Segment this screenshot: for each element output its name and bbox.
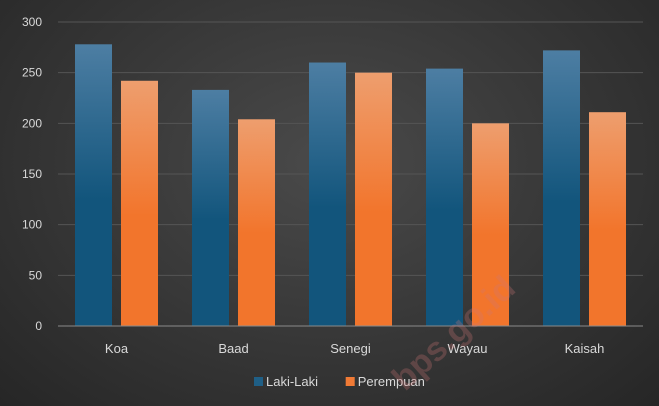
x-category-label: Wayau: [448, 341, 488, 356]
y-tick-label: 50: [29, 268, 43, 282]
bar-laki-laki-kaisah: [543, 50, 580, 327]
y-tick-label: 250: [22, 66, 42, 80]
legend-label: Laki-Laki: [266, 374, 318, 389]
y-tick-label: 300: [22, 15, 42, 29]
y-axis-ticks: 0 50 100 150 200 250 300: [22, 15, 42, 333]
legend-label: Perempuan: [358, 374, 425, 389]
x-category-label: Koa: [105, 341, 129, 356]
bar-laki-laki-senegi: [309, 62, 346, 327]
bar-perempuan-senegi: [355, 72, 392, 327]
x-category-label: Senegi: [330, 341, 371, 356]
legend-swatch: [345, 377, 355, 386]
bar-perempuan-koa: [121, 80, 158, 326]
y-tick-label: 200: [22, 116, 42, 130]
bar-laki-laki-koa: [75, 44, 112, 326]
bar-perempuan-kaisah: [589, 112, 626, 326]
x-category-label: Kaisah: [565, 341, 605, 356]
x-axis-categories: Koa Baad Senegi Wayau Kaisah: [105, 341, 604, 356]
y-tick-label: 100: [22, 218, 42, 232]
x-category-label: Baad: [218, 341, 248, 356]
bar-perempuan-wayau: [472, 123, 509, 326]
y-tick-label: 150: [22, 167, 42, 181]
y-tick-label: 0: [35, 319, 42, 333]
bar-laki-laki-baad: [192, 89, 229, 326]
bar-perempuan-baad: [238, 119, 275, 326]
legend: Laki-Laki Perempuan: [254, 374, 425, 389]
bars: [75, 44, 626, 327]
bar-laki-laki-wayau: [426, 68, 463, 326]
legend-swatch: [254, 377, 263, 386]
